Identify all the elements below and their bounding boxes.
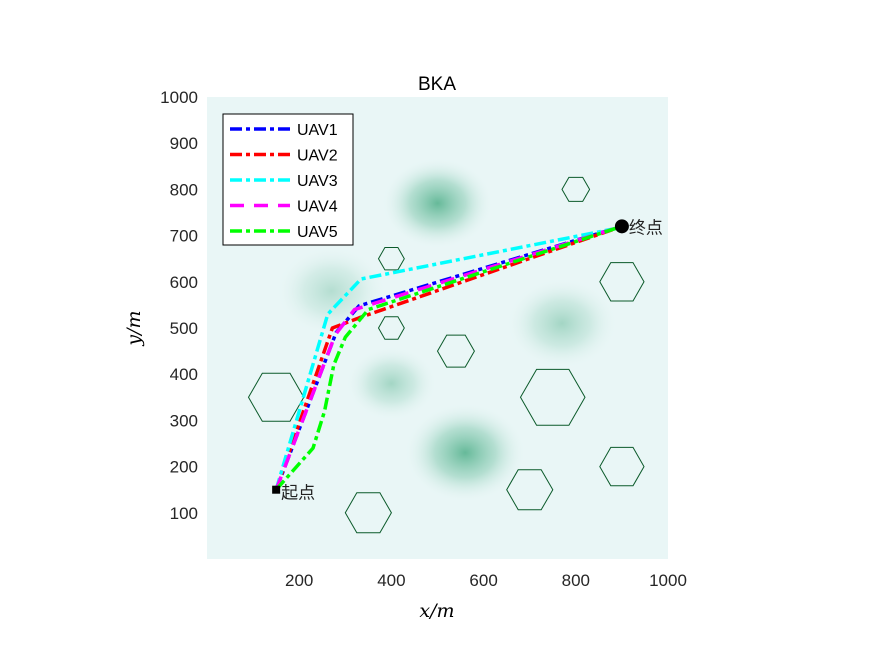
obstacle-hexagon [561, 176, 591, 202]
y-tick-label: 100 [170, 504, 198, 523]
threat-zone [381, 157, 494, 249]
threat-field [275, 157, 618, 503]
y-tick-label: 900 [170, 134, 198, 153]
y-tick-label: 400 [170, 365, 198, 384]
threat-zone [404, 402, 527, 503]
obstacle-hexagon [377, 316, 405, 340]
path-uav4 [274, 224, 623, 491]
end-marker [614, 219, 629, 234]
path-uav5 [274, 224, 623, 491]
obstacle-hexagon [247, 372, 305, 422]
legend-label: UAV4 [297, 199, 338, 216]
x-tick-label: 1000 [649, 571, 687, 590]
y-tick-label: 200 [170, 458, 198, 477]
obstacle-hexagon [377, 247, 405, 271]
chart-title: BKA [418, 74, 456, 95]
x-tick-label: 600 [469, 571, 497, 590]
y-tick-label: 600 [170, 273, 198, 292]
legend-label: UAV3 [297, 173, 338, 190]
obstacle-hexagon [506, 469, 554, 511]
x-tick-label: 400 [377, 571, 405, 590]
legend-label: UAV5 [297, 224, 338, 241]
x-axis-label: x/m [419, 600, 454, 622]
axis-ticks: 200 400 600 800 1000 100 200 300 400 500 600 700 800… [160, 88, 687, 590]
obstacle-hexagon [599, 262, 645, 302]
legend-label: UAV1 [297, 122, 338, 139]
y-tick-label: 500 [170, 319, 198, 338]
y-axis-label: y/m [123, 310, 145, 346]
legend-label: UAV2 [297, 148, 338, 165]
obstacle-hexagon [519, 368, 586, 426]
obstacle-hexagon [344, 492, 392, 534]
y-tick-label: 300 [170, 411, 198, 430]
obstacle-hexagon [599, 446, 645, 487]
y-tick-label: 800 [170, 180, 198, 199]
end-label: 终点 [629, 218, 663, 238]
path-uav3 [274, 225, 623, 491]
threat-zone [506, 277, 618, 370]
legend: UAV1 UAV2 UAV3 UAV4 UAV5 [222, 113, 354, 246]
x-tick-label: 200 [285, 571, 313, 590]
y-tick-label: 1000 [160, 88, 198, 107]
obstacle-hexagon [436, 334, 475, 368]
y-tick-label: 700 [170, 227, 198, 246]
start-marker [272, 485, 281, 494]
uav-paths [274, 224, 623, 491]
threat-zone [275, 245, 388, 337]
start-label: 起点 [281, 484, 315, 504]
obstacles [247, 176, 645, 534]
x-tick-label: 800 [562, 571, 590, 590]
threat-zone [345, 346, 438, 421]
